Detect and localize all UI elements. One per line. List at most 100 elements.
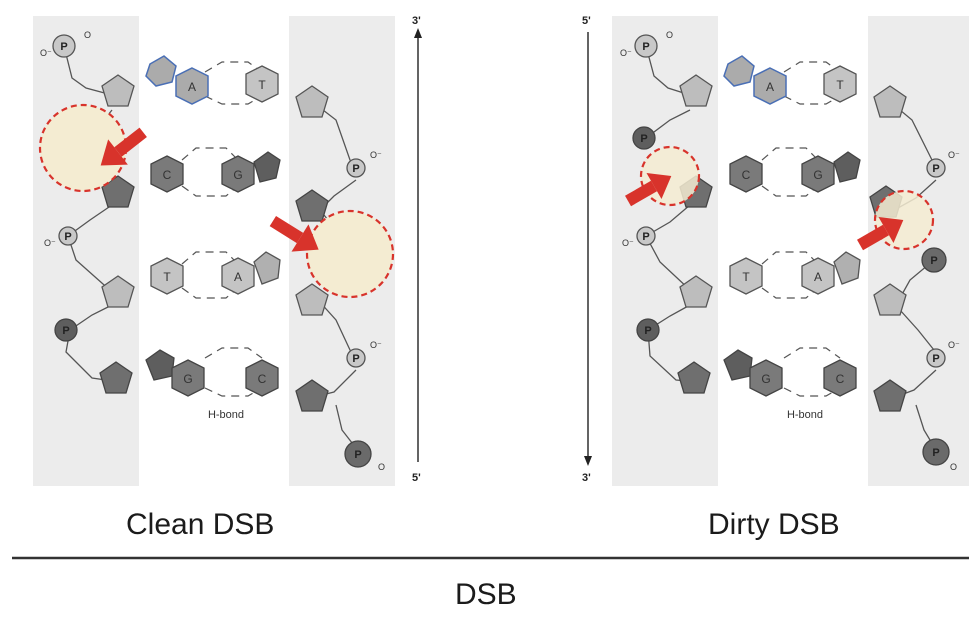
phosphate-label: P [932, 447, 939, 459]
sugar-pentagon [295, 283, 329, 316]
oxygen-label: O [666, 30, 673, 40]
bases: A T C G T A G C [723, 55, 861, 397]
base-hexagon [175, 67, 209, 105]
purine-ring [253, 251, 281, 285]
oxygen-label: O [950, 462, 957, 472]
phosphate-label: P [640, 133, 647, 145]
sugar-pentagon [295, 379, 329, 412]
base-hexagon [221, 257, 255, 295]
base-label: C [163, 168, 172, 182]
arrow-down-icon [584, 456, 592, 466]
clean-dsb-caption: Clean DSB [126, 508, 275, 541]
phosphate-circle [926, 158, 946, 178]
phosphate-circle [634, 34, 658, 58]
phosphate-label: P [354, 449, 361, 461]
phosphate-circle [636, 318, 660, 342]
phosphate-label: P [64, 231, 71, 243]
strand-end-label-bottom: 3' [582, 472, 591, 484]
base-hexagon [729, 257, 763, 295]
sugars [99, 74, 329, 412]
base-label: T [163, 270, 171, 284]
damage-arrow-icon [100, 127, 147, 166]
sugar-pentagon [873, 283, 907, 316]
dirty-dsb-panel: A T C G T A G C H-bond P O O⁻ [582, 15, 969, 486]
base-hexagon [245, 359, 279, 397]
phosphate-label: P [932, 163, 939, 175]
purine-ring [145, 55, 177, 87]
base-label: G [813, 168, 822, 182]
damage-arrow-icon [625, 173, 672, 207]
phosphates: P O O⁻ P O⁻ P P O⁻ P O⁻ P O [40, 30, 385, 472]
sugar-pentagon [677, 361, 711, 394]
damage-site-circle [305, 209, 395, 299]
phosphate-circle [922, 438, 950, 466]
hbond-label: H-bond [208, 409, 244, 421]
base-label: C [836, 372, 845, 386]
phosphate-label: P [930, 255, 937, 267]
bases: A T C G T A G C [145, 55, 281, 397]
dsb-title: DSB [455, 578, 517, 611]
oxygen-minus-label: O⁻ [948, 340, 960, 350]
purine-ring [723, 55, 755, 87]
purine-ring [723, 349, 753, 381]
base-label: C [742, 168, 751, 182]
base-label: A [766, 80, 774, 94]
oxygen-minus-label: O⁻ [948, 150, 960, 160]
phosphate-circle [52, 34, 76, 58]
oxygen-label: O [378, 462, 385, 472]
oxygen-minus-label: O⁻ [40, 48, 52, 58]
base-hexagon [749, 359, 783, 397]
base-label: T [836, 78, 844, 92]
purine-ring [253, 151, 281, 183]
base-hexagon [171, 359, 205, 397]
phosphate-circle [346, 158, 366, 178]
phosphate-label: P [352, 353, 359, 365]
phosphate-label: P [642, 231, 649, 243]
damage-arrow-icon [857, 217, 904, 251]
base-label: C [258, 372, 267, 386]
base-label: A [814, 270, 822, 284]
base-label: A [234, 270, 242, 284]
hbond-lines [181, 61, 263, 397]
purine-ring [145, 349, 175, 381]
phosphate-label: P [642, 41, 649, 53]
sugar-pentagon [679, 74, 713, 107]
phosphate-circle [54, 318, 78, 342]
phosphates: P O O⁻ P P O⁻ P P O⁻ P P O⁻ P O [620, 30, 960, 472]
sugar-pentagon [873, 379, 907, 412]
base-label: G [233, 168, 242, 182]
hbond-lines [761, 61, 841, 397]
phosphate-circle [921, 247, 947, 273]
right-backbone-band [868, 16, 969, 486]
sugar-pentagon [295, 85, 329, 118]
base-hexagon [245, 65, 279, 103]
phosphate-label: P [60, 41, 67, 53]
base-hexagon [753, 67, 787, 105]
phosphate-circle [926, 348, 946, 368]
oxygen-minus-label: O⁻ [622, 238, 634, 248]
base-hexagon [823, 359, 857, 397]
base-hexagon [801, 257, 835, 295]
base-label: T [258, 78, 266, 92]
damage-arrow-icon [269, 215, 319, 252]
purine-ring [833, 251, 861, 285]
phosphate-label: P [932, 353, 939, 365]
sugar-pentagon [873, 85, 907, 118]
arrow-up-icon [414, 28, 422, 38]
base-hexagon [150, 155, 184, 193]
phosphate-circle [58, 226, 78, 246]
sugar-pentagon [295, 189, 329, 222]
base-label: T [742, 270, 750, 284]
strand-end-label-top: 3' [412, 15, 421, 27]
phosphate-circle [636, 226, 656, 246]
base-hexagon [729, 155, 763, 193]
base-label: G [761, 372, 770, 386]
phosphate-label: P [62, 325, 69, 337]
sugar-pentagon [679, 275, 713, 308]
dirty-dsb-caption: Dirty DSB [708, 508, 840, 541]
phosphate-circle [632, 126, 656, 150]
oxygen-minus-label: O⁻ [370, 340, 382, 350]
base-hexagon [150, 257, 184, 295]
hbond-label: H-bond [787, 409, 823, 421]
